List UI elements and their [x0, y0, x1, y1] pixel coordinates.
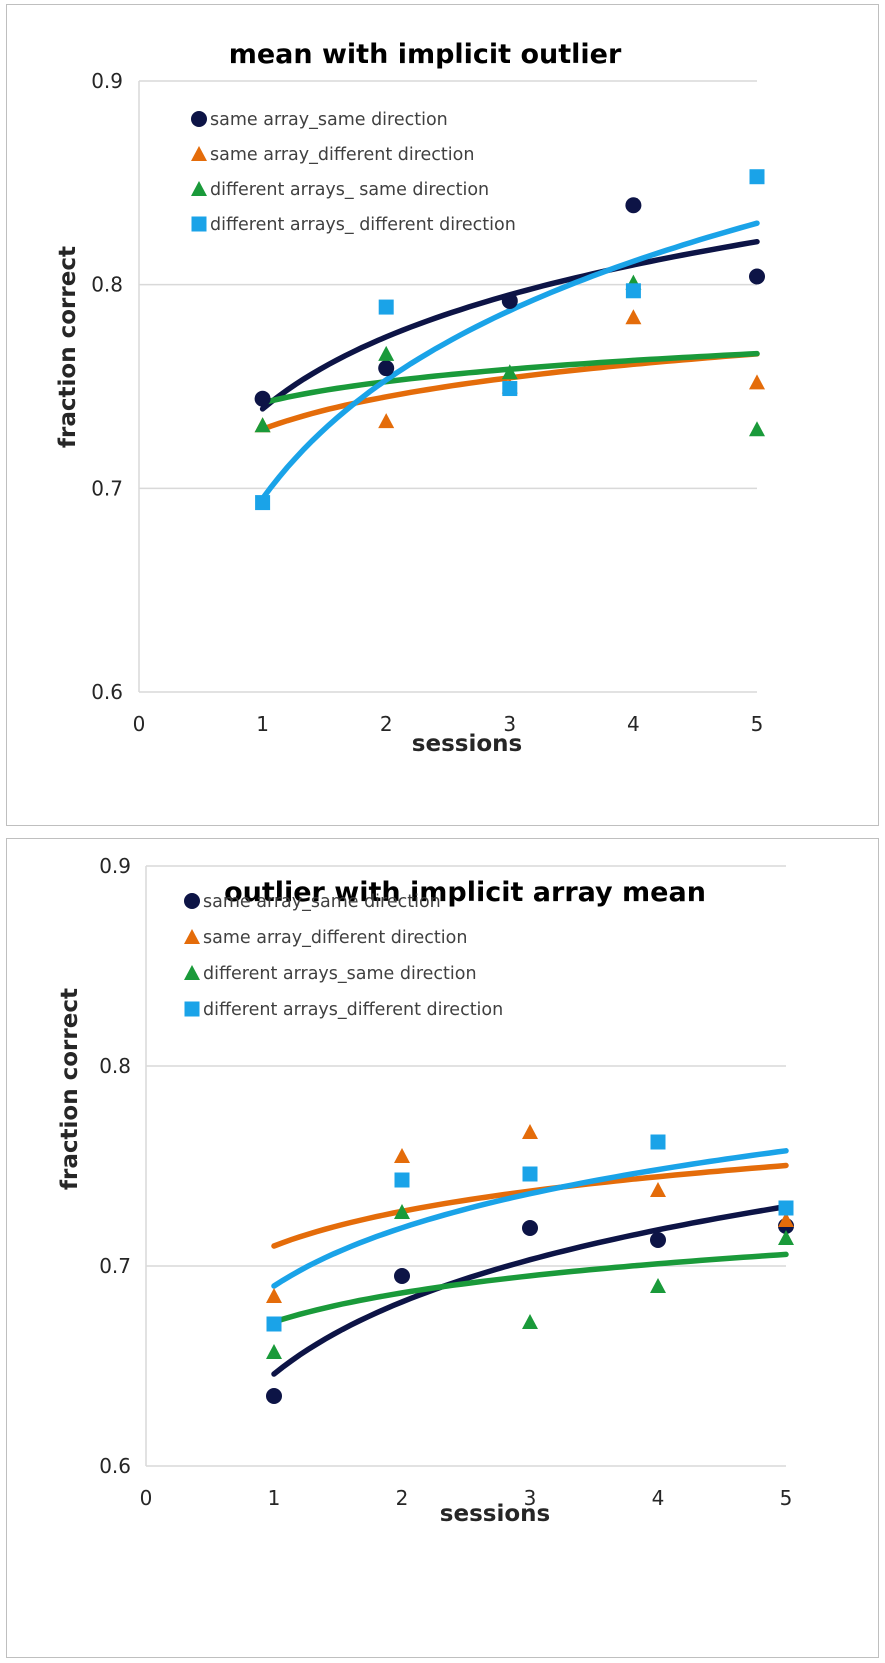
legend-marker-series-1	[191, 111, 207, 127]
data-point-series-1	[378, 360, 395, 377]
data-point-series-2	[778, 1212, 794, 1227]
data-point-series-3	[394, 1204, 410, 1219]
data-point-series-3	[522, 1314, 538, 1329]
data-point-series-4	[650, 1134, 666, 1150]
tick-labels: 0.6 0.7 0.8 0.9 0 1 2 3 4 5	[99, 854, 792, 1510]
trendlines	[259, 220, 760, 502]
y-tick-label: 0.9	[99, 854, 131, 878]
trendline-series-4	[259, 220, 760, 502]
data-point-series-3	[749, 421, 765, 437]
data-point-series-4	[266, 1316, 282, 1332]
legend-marker-series-3	[191, 181, 207, 196]
y-tick-label: 0.7	[99, 1254, 131, 1278]
data-point-series-1	[749, 268, 765, 285]
x-axis-title: sessions	[440, 1501, 550, 1527]
x-tick-label: 0	[140, 1486, 153, 1510]
data-point-series-3	[378, 345, 395, 361]
data-point-series-3	[650, 1278, 666, 1293]
gridlines	[145, 865, 786, 1467]
data-point-series-1	[650, 1232, 666, 1248]
legend-marker-series-4	[184, 1001, 200, 1017]
x-tick-label: 3	[503, 712, 516, 736]
legend-label-series-1: same array_same direction	[203, 892, 441, 912]
legend-marker-series-4	[191, 216, 207, 232]
data-point-series-3	[778, 1230, 794, 1245]
chart-svg: outlier with implicit array mean 0.60.70…	[57, 854, 794, 1527]
data-point-series-3	[254, 417, 271, 433]
x-tick-label: 2	[396, 1486, 409, 1510]
legend-label-series-3: different arrays_ same direction	[210, 180, 489, 200]
data-point-series-2	[650, 1182, 666, 1197]
chart-svg: mean with implicit outlier 0.60.70.80.90…	[55, 39, 765, 757]
y-tick-label: 0.8	[91, 273, 123, 297]
y-tick-label: 0.9	[91, 69, 123, 93]
x-tick-label: 1	[256, 712, 269, 736]
data-point-series-2	[378, 413, 395, 429]
data-point-series-4	[255, 495, 271, 511]
legend-marker-series-1	[184, 893, 200, 909]
chart-panel-outlier-with-implicit-array-mean: outlier with implicit array mean 0.6 0.7 0…	[6, 838, 879, 1658]
x-tick-label: 1	[268, 1486, 281, 1510]
trendline-series-3	[271, 1251, 789, 1325]
legend-label-series-2: same array_different direction	[210, 145, 474, 165]
data-point-series-3	[266, 1344, 282, 1359]
data-point-series-1	[625, 197, 642, 214]
data-point-series-2	[625, 309, 642, 325]
trendlines	[271, 1148, 789, 1377]
x-tick-label: 4	[627, 712, 640, 736]
data-point-series-4	[749, 169, 765, 185]
legend-label-series-1: same array_same direction	[210, 110, 448, 130]
legend-label-series-4: different arrays_different direction	[203, 1000, 503, 1020]
x-tick-label: 3	[524, 1486, 537, 1510]
data-point-series-4	[625, 283, 641, 299]
x-axis-title: sessions	[412, 731, 522, 757]
data-point-series-4	[394, 1172, 410, 1188]
legend-label-series-3: different arrays_same direction	[203, 964, 477, 984]
chart-title: outlier with implicit array mean	[224, 877, 706, 908]
x-tick-label: 0	[133, 712, 146, 736]
chart-panel-mean-with-implicit-outlier: mean with implicit outlier 0.6 0.7 0.8 0.9 0…	[6, 4, 879, 826]
data-point-series-3	[501, 364, 518, 380]
data-point-series-1	[501, 292, 518, 309]
y-axis-title: fraction correct	[57, 988, 83, 1190]
legend-marker-series-3	[184, 965, 200, 980]
data-point-series-2	[266, 1288, 282, 1303]
data-point-series-1	[394, 1268, 410, 1284]
data-point-series-1	[266, 1388, 282, 1404]
legend-marker-series-2	[184, 929, 200, 944]
chart-title: mean with implicit outlier	[229, 39, 622, 70]
data-markers	[254, 169, 765, 511]
legend-marker-series-2	[191, 146, 207, 161]
data-point-series-2	[522, 1124, 538, 1139]
legend: same array_same direction same array_diff…	[184, 892, 503, 1020]
data-point-series-4	[778, 1200, 794, 1216]
legend-label-series-2: same array_different direction	[203, 928, 467, 948]
y-axis-title: fraction correct	[55, 246, 81, 448]
y-tick-label: 0.6	[91, 680, 123, 704]
data-markers	[266, 1124, 794, 1404]
y-tick-label: 0.6	[99, 1454, 131, 1478]
x-tick-label: 5	[780, 1486, 793, 1510]
tick-labels: 0.6 0.7 0.8 0.9 0 1 2 3 4 5	[91, 69, 763, 736]
trendline-series-4	[271, 1148, 789, 1289]
y-tick-label: 0.8	[99, 1054, 131, 1078]
x-tick-label: 4	[652, 1486, 665, 1510]
y-tick-label: 0.7	[91, 476, 123, 500]
data-point-series-4	[502, 381, 518, 397]
data-point-series-4	[522, 1166, 538, 1182]
legend: same array_same direction same array_diff…	[191, 110, 516, 235]
data-point-series-1	[522, 1220, 538, 1236]
x-tick-label: 5	[751, 712, 764, 736]
data-point-series-4	[378, 299, 394, 315]
trendline-series-1	[271, 1203, 789, 1377]
x-tick-label: 2	[380, 712, 393, 736]
data-point-series-2	[749, 374, 765, 390]
data-point-series-2	[394, 1148, 410, 1163]
data-point-series-1	[254, 390, 271, 407]
gridlines	[138, 80, 757, 693]
legend-label-series-4: different arrays_ different direction	[210, 215, 516, 235]
